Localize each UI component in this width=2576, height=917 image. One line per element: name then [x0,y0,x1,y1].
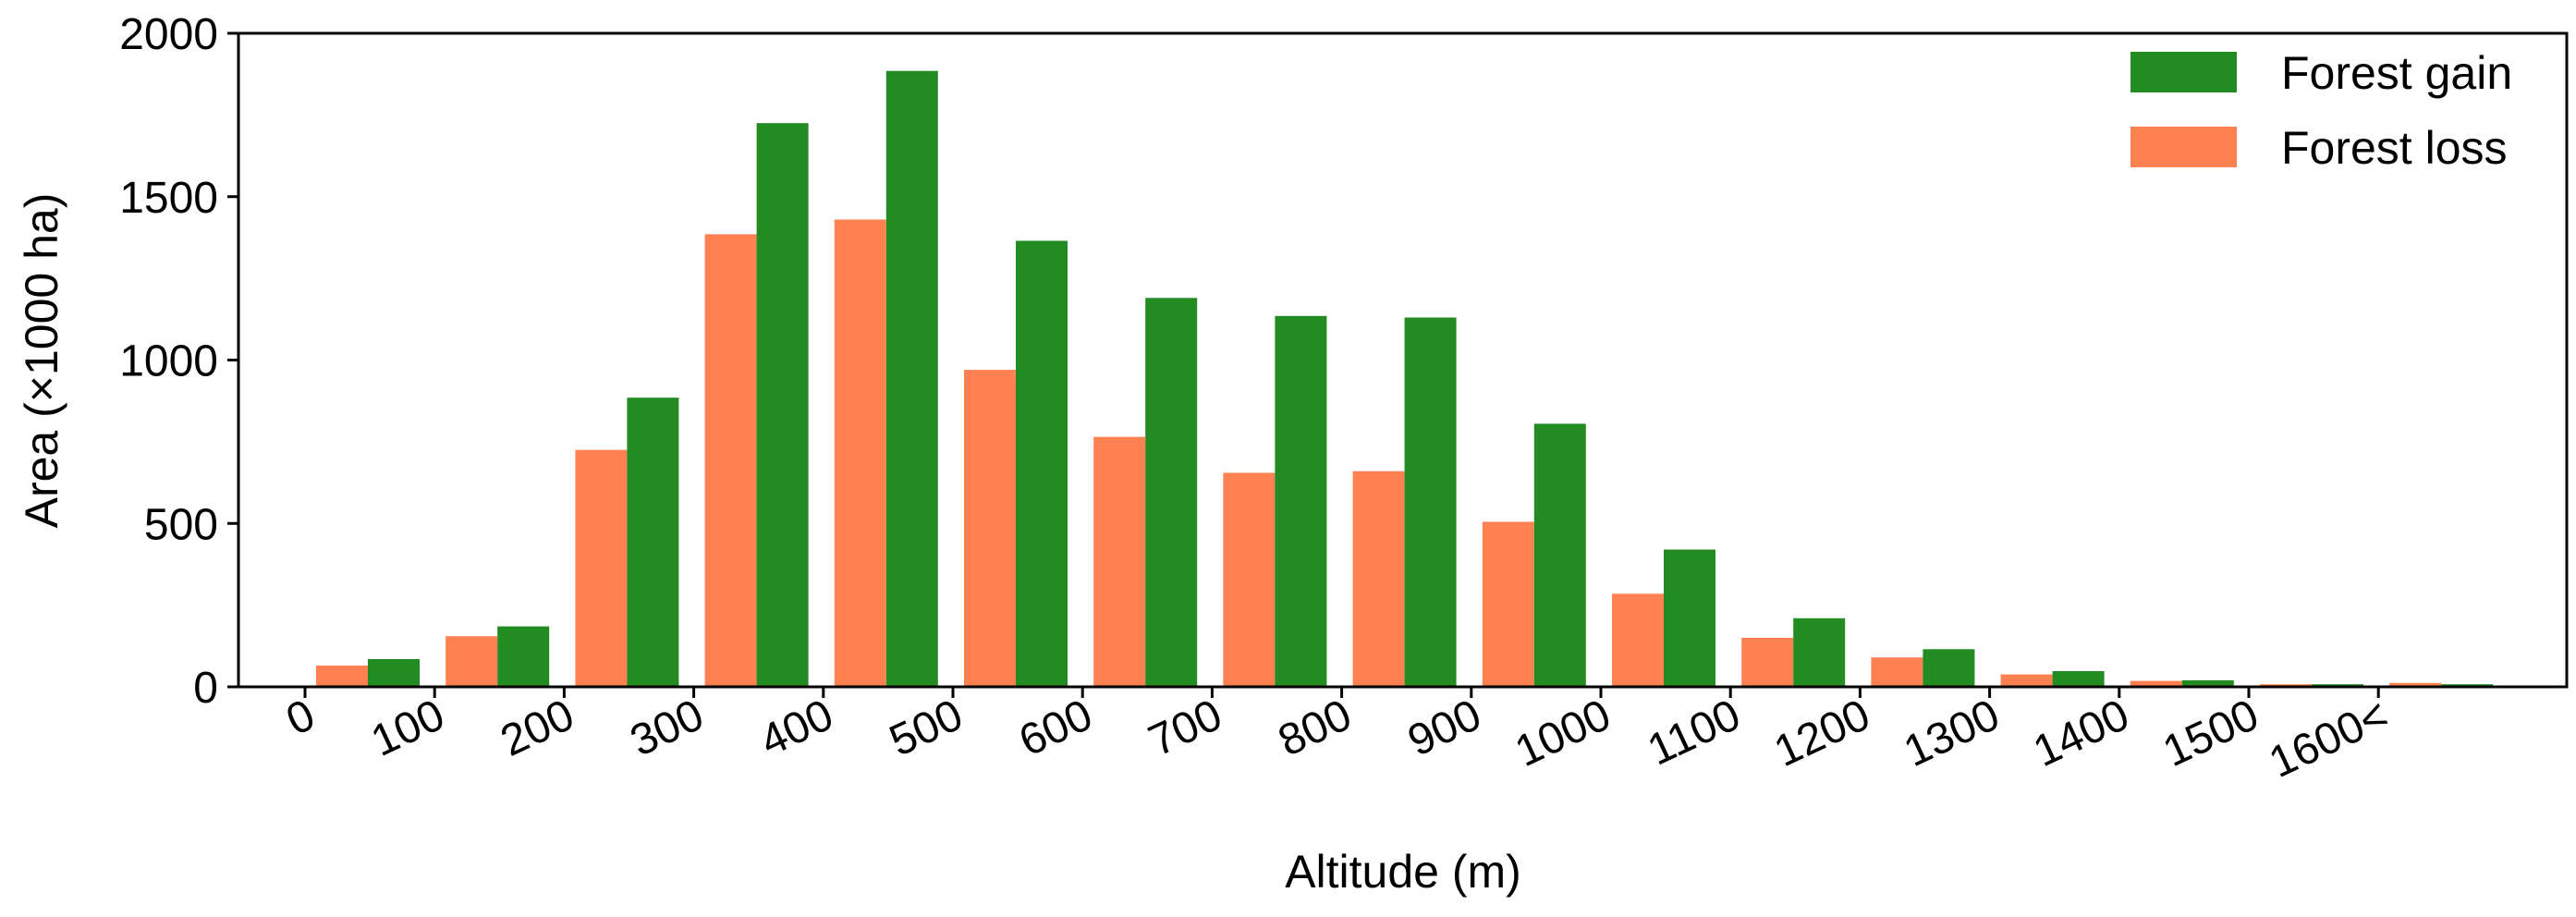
bar-forest-loss-10 [1612,593,1664,687]
legend: Forest gain Forest loss [2130,47,2512,174]
bar-forest-gain-11 [1793,617,1846,687]
x-tick-label-14: 1400 [2026,691,2136,776]
bar-forest-gain-4 [885,70,938,687]
y-tick-label-2: 1000 [119,337,218,386]
bar-forest-gain-5 [1016,240,1068,687]
x-tick-label-4: 400 [752,691,840,766]
x-tick-label-8: 800 [1271,691,1359,766]
bar-forest-loss-3 [704,234,757,687]
x-tick-label-2: 200 [494,691,581,766]
x-tick-label-0: 0 [279,691,323,745]
bar-forest-gain-12 [1923,649,1975,687]
y-tick-label-3: 1500 [119,174,218,223]
bar-forest-loss-13 [2000,674,2053,687]
bar-forest-gain-10 [1664,549,1715,687]
bar-forest-gain-7 [1275,315,1327,687]
x-tick-label-16: 1600< [2262,691,2396,788]
bar-forest-loss-6 [1093,436,1146,687]
bar-forest-loss-1 [446,636,498,687]
bar-forest-loss-2 [575,449,628,687]
x-tick-label-7: 700 [1141,691,1229,766]
bar-forest-gain-6 [1145,298,1198,687]
y-tick-label-4: 2000 [119,10,218,59]
x-tick-label-11: 1100 [1641,691,1748,776]
legend-label-loss: Forest loss [2281,122,2508,174]
bar-forest-loss-4 [834,219,886,687]
bar-forest-loss-8 [1352,471,1405,687]
bar-forest-gain-0 [368,659,420,687]
bar-forest-gain-2 [627,397,679,687]
bar-forest-loss-9 [1482,521,1534,687]
bar-forest-gain-3 [756,123,809,687]
x-tick-label-15: 1500 [2155,691,2265,776]
y-tick-label-1: 500 [144,500,218,549]
bar-forest-loss-7 [1223,472,1276,687]
legend-swatch-gain [2130,52,2237,92]
x-tick-label-6: 600 [1012,691,1100,766]
bar-forest-loss-0 [316,666,368,687]
bar-forest-loss-5 [964,370,1016,687]
bar-forest-gain-8 [1404,317,1457,687]
legend-swatch-loss [2130,127,2237,167]
legend-label-gain: Forest gain [2281,47,2512,99]
x-tick-label-9: 900 [1400,691,1488,766]
bar-forest-loss-16 [2389,682,2442,687]
x-tick-label-5: 500 [883,691,971,766]
x-axis-title: Altitude (m) [1285,846,1521,898]
x-tick-label-1: 100 [364,691,452,766]
bar-forest-gain-13 [2052,671,2105,687]
bar-forest-loss-14 [2130,680,2182,687]
y-axis-title: Area (×1000 ha) [16,193,67,529]
bar-forest-loss-12 [1871,657,1923,687]
bar-forest-gain-1 [497,626,550,687]
x-tick-label-12: 1200 [1767,691,1877,776]
x-tick-label-10: 1000 [1508,691,1618,776]
bar-forest-gain-14 [2181,679,2234,687]
y-tick-label-0: 0 [193,664,218,713]
bar-forest-gain-9 [1533,423,1586,687]
x-tick-label-3: 300 [623,691,711,766]
x-tick-label-13: 1300 [1897,691,2007,776]
bars-layer [316,70,2494,687]
bar-forest-loss-11 [1741,638,1794,687]
